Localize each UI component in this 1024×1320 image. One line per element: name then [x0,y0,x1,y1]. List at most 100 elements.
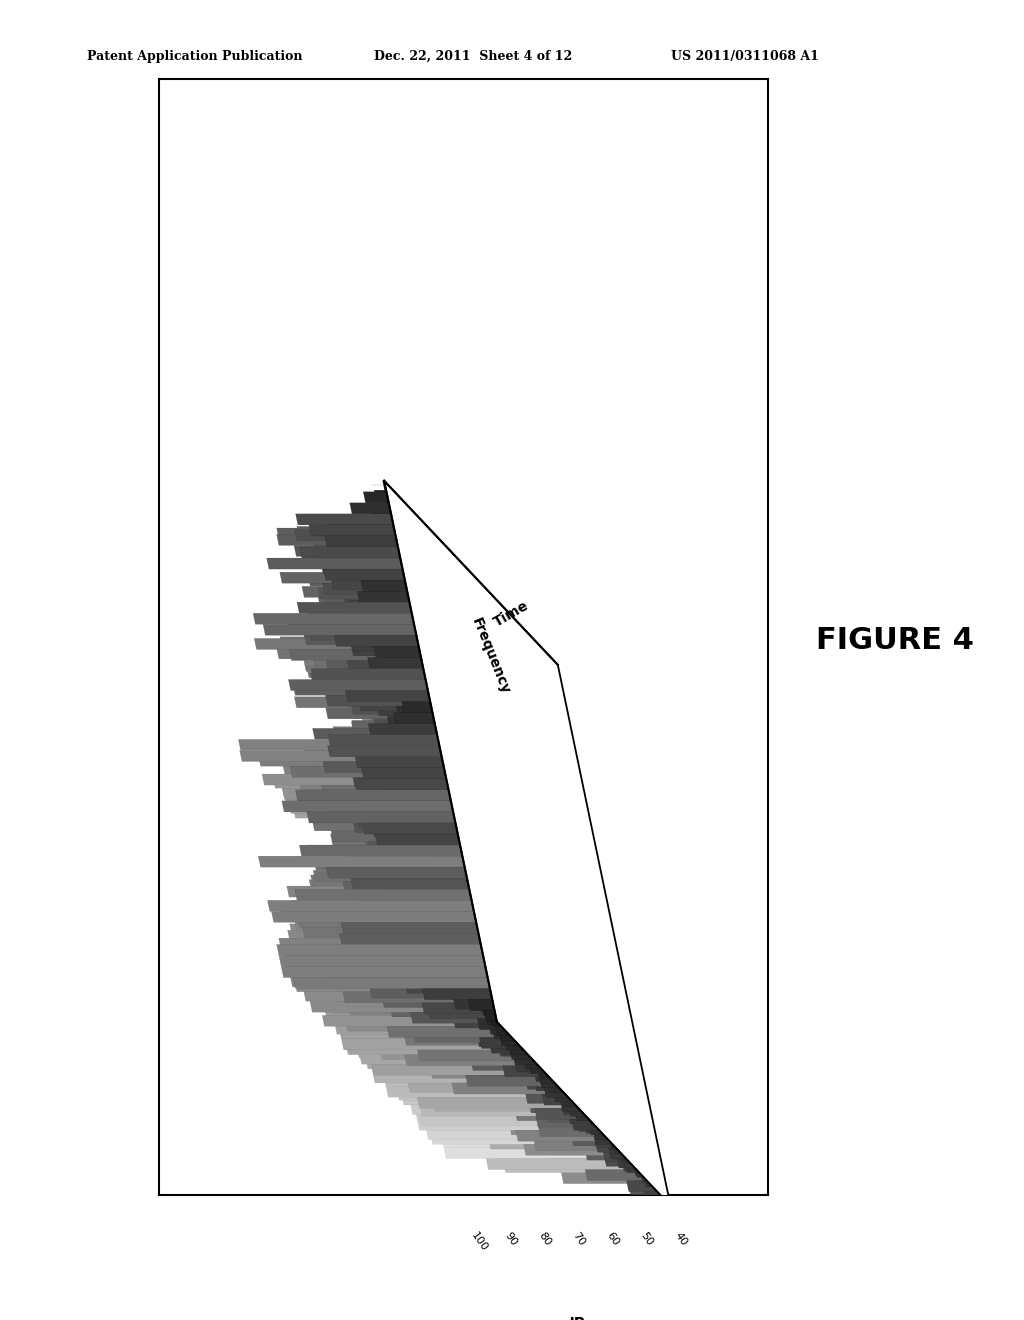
Polygon shape [478,1059,632,1071]
Polygon shape [410,746,490,756]
Polygon shape [337,810,462,821]
Polygon shape [358,948,543,958]
Polygon shape [430,1115,637,1127]
Polygon shape [326,958,520,970]
Polygon shape [417,1008,600,1020]
Polygon shape [513,1053,537,1064]
Polygon shape [373,615,432,626]
Polygon shape [433,764,508,775]
Polygon shape [459,689,558,700]
Polygon shape [400,525,420,536]
Polygon shape [387,1027,528,1038]
Polygon shape [398,609,434,619]
Polygon shape [310,875,482,886]
Polygon shape [505,958,594,969]
Polygon shape [556,941,617,952]
Polygon shape [482,854,520,866]
Polygon shape [539,822,580,834]
Polygon shape [361,599,425,610]
Polygon shape [488,1051,641,1063]
Polygon shape [469,887,575,899]
Polygon shape [366,979,508,990]
Polygon shape [396,837,496,847]
Polygon shape [313,870,478,882]
Polygon shape [362,822,458,834]
Polygon shape [382,733,470,744]
Polygon shape [585,1170,655,1180]
Polygon shape [450,595,486,607]
Polygon shape [490,803,519,813]
Polygon shape [483,842,572,853]
Polygon shape [495,618,515,628]
Polygon shape [430,861,494,871]
Polygon shape [366,771,458,781]
Polygon shape [347,978,514,989]
Polygon shape [367,620,454,632]
Polygon shape [357,817,460,828]
Polygon shape [334,907,496,917]
Polygon shape [510,1018,609,1030]
Polygon shape [439,543,444,553]
Polygon shape [514,863,601,875]
Polygon shape [517,697,549,708]
Polygon shape [394,510,413,520]
Polygon shape [479,1038,530,1048]
Polygon shape [377,705,443,715]
Polygon shape [449,912,543,924]
Polygon shape [327,985,529,997]
Polygon shape [447,734,537,746]
Polygon shape [478,1001,609,1012]
Polygon shape [434,752,488,763]
Polygon shape [349,553,422,564]
Polygon shape [474,616,498,627]
Polygon shape [403,1088,610,1098]
Polygon shape [387,624,440,635]
Polygon shape [326,804,488,814]
Polygon shape [468,1121,641,1131]
Polygon shape [457,903,558,915]
Polygon shape [328,610,452,620]
Polygon shape [501,747,556,758]
Polygon shape [359,952,523,964]
Polygon shape [426,810,486,821]
Polygon shape [514,1057,638,1069]
Polygon shape [396,867,564,878]
Polygon shape [316,909,482,921]
Polygon shape [498,750,519,762]
Polygon shape [517,845,559,855]
Polygon shape [383,682,463,693]
Polygon shape [309,879,487,891]
Polygon shape [440,652,516,664]
Polygon shape [367,655,436,665]
Polygon shape [430,884,516,895]
Polygon shape [396,826,517,837]
Polygon shape [435,755,548,766]
Polygon shape [413,653,485,665]
Polygon shape [472,731,550,742]
Polygon shape [395,887,478,899]
Polygon shape [438,1041,607,1053]
Polygon shape [489,796,521,807]
Polygon shape [443,867,540,878]
Polygon shape [465,690,552,701]
Polygon shape [529,655,551,667]
Polygon shape [406,982,495,994]
Polygon shape [477,994,497,1005]
Polygon shape [468,999,495,1011]
Polygon shape [421,661,524,673]
Polygon shape [451,561,462,572]
Polygon shape [455,725,503,737]
Polygon shape [486,615,505,626]
Polygon shape [464,902,564,912]
Polygon shape [398,925,514,936]
Polygon shape [398,997,605,1007]
Polygon shape [408,1081,588,1093]
Polygon shape [510,1048,532,1060]
Polygon shape [413,750,495,762]
Polygon shape [399,895,543,907]
Polygon shape [442,599,473,610]
Polygon shape [418,548,442,560]
Polygon shape [496,1005,596,1015]
Polygon shape [364,851,557,862]
Polygon shape [378,603,429,615]
